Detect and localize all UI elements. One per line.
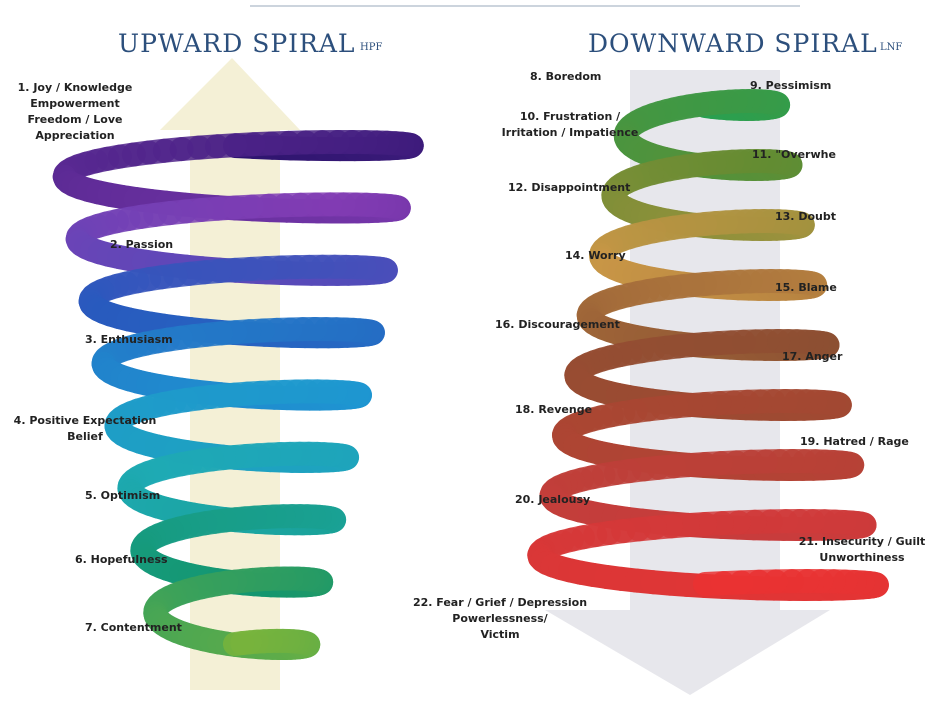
infographic: UPWARD SPIRAL HPF DOWNWARD SPIRAL LNF 1.… [0,0,929,704]
stage-label: Freedom / Love [28,113,123,126]
stage-label: 1. Joy / Knowledge [18,81,133,94]
stage-label: 10. Frustration / [520,110,621,123]
stage-label: 21. Insecurity / Guilt [799,535,926,548]
stage-label: Unworthiness [819,551,905,564]
up-subtitle: HPF [360,42,382,53]
stage-label: Powerlessness/ [452,612,548,625]
stage-label: 4. Positive Expectation [14,414,157,427]
stage-label: 8. Boredom [530,70,601,83]
stage-label: 9. Pessimism [750,79,831,92]
stage-label: 22. Fear / Grief / Depression [413,596,587,609]
stage-label: 3. Enthusiasm [85,333,173,346]
stage-label: 17. Anger [782,350,843,363]
down-subtitle: LNF [880,42,902,53]
stage-label: 12. Disappointment [508,181,630,194]
stage-label: 16. Discouragement [495,318,620,331]
up-spiral [235,643,242,644]
stage-label: Irritation / Impatience [502,126,639,139]
stage-label: Empowerment [30,97,119,110]
stage-label: 18. Revenge [515,403,592,416]
stage-label: 11. "Overwhe [752,148,836,161]
up-title: UPWARD SPIRAL [118,29,356,58]
stage-label: 14. Worry [565,249,626,262]
stage-label: Victim [480,628,519,641]
stage-label: 19. Hatred / Rage [800,435,909,448]
down-spiral [705,583,723,584]
stage-label: Appreciation [35,129,114,142]
stage-label: 20. Jealousy [515,493,590,506]
down-title: DOWNWARD SPIRAL [588,29,878,58]
stage-label: 13. Doubt [775,210,836,223]
stage-label: Belief [67,430,103,443]
stage-label: 15. Blame [775,281,837,294]
stage-label: 7. Contentment [85,621,182,634]
stage-label: 2. Passion [110,238,173,251]
stage-label: 6. Hopefulness [75,553,168,566]
stage-label: 5. Optimism [85,489,160,502]
